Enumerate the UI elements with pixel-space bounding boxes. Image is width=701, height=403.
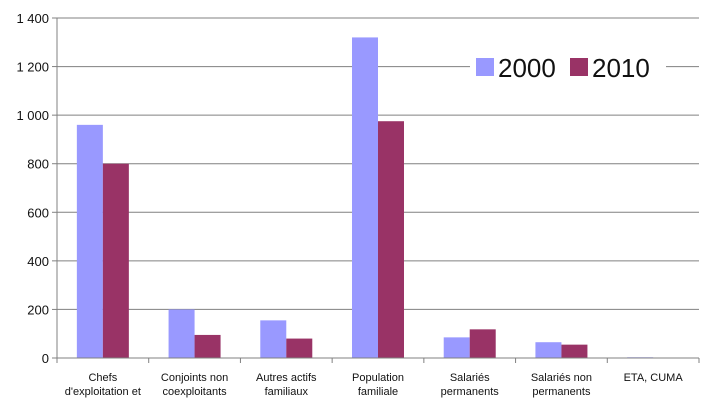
x-category-label-line: Chefs xyxy=(88,372,117,384)
bar xyxy=(352,37,378,359)
x-category-label: Salariés permanents xyxy=(441,372,500,398)
bar xyxy=(535,342,562,358)
legend-swatch xyxy=(570,58,588,76)
bar xyxy=(194,334,221,358)
x-category-label: ETA, CUMA xyxy=(624,372,684,384)
bars xyxy=(76,37,654,359)
y-tick-label: 800 xyxy=(27,157,49,172)
x-category-label-line: permanents xyxy=(441,386,500,398)
legend-label: 2000 xyxy=(498,53,556,83)
legend-label: 2010 xyxy=(592,53,650,83)
x-category-label-line: coexploitants xyxy=(162,386,227,398)
x-axis-labels: Chefs d'exploitation et Conjoints non coexp… xyxy=(65,372,684,398)
y-tick-label: 0 xyxy=(42,351,49,366)
y-axis-ticks: 0 200 400 600 800 1 000 1 200 1 400 xyxy=(16,11,57,366)
x-category-label: Chefs d'exploitation et xyxy=(65,372,141,398)
x-category-label: Salariés non permanents xyxy=(531,372,592,398)
bar xyxy=(469,329,496,358)
x-category-label-line: permanents xyxy=(532,386,591,398)
y-tick-label: 1 200 xyxy=(16,60,49,75)
x-category-label-line: ETA, CUMA xyxy=(624,372,684,384)
legend-box xyxy=(470,46,666,88)
x-category-label-line: familiaux xyxy=(265,386,309,398)
legend-swatch xyxy=(476,58,494,76)
bar xyxy=(443,337,470,358)
bar xyxy=(286,338,313,358)
x-category-label-line: Salariés non xyxy=(531,372,592,384)
y-tick-label: 400 xyxy=(27,254,49,269)
x-category-label-line: familiale xyxy=(358,386,398,398)
y-tick-label: 200 xyxy=(27,302,49,317)
x-category-label-line: Salariés xyxy=(450,372,490,384)
x-category-label: Conjoints non coexploitants xyxy=(161,372,228,398)
x-category-label-line: d'exploitation et xyxy=(65,386,141,398)
y-tick-label: 600 xyxy=(27,205,49,220)
y-tick-label: 1 000 xyxy=(16,108,49,123)
bar xyxy=(260,320,287,358)
bar xyxy=(378,121,404,358)
x-category-label: Population familiale xyxy=(352,372,404,398)
x-category-label-line: Population xyxy=(352,372,404,384)
bar xyxy=(561,344,588,358)
bar xyxy=(76,124,103,358)
bar xyxy=(102,163,129,358)
y-tick-label: 1 400 xyxy=(16,11,49,26)
x-category-label: Autres actifs familiaux xyxy=(256,372,317,398)
bar xyxy=(168,309,195,358)
legend: 2000 2010 xyxy=(470,46,666,88)
x-category-label-line: Conjoints non xyxy=(161,372,228,384)
axes xyxy=(56,18,700,363)
x-category-label-line: Autres actifs xyxy=(256,372,317,384)
